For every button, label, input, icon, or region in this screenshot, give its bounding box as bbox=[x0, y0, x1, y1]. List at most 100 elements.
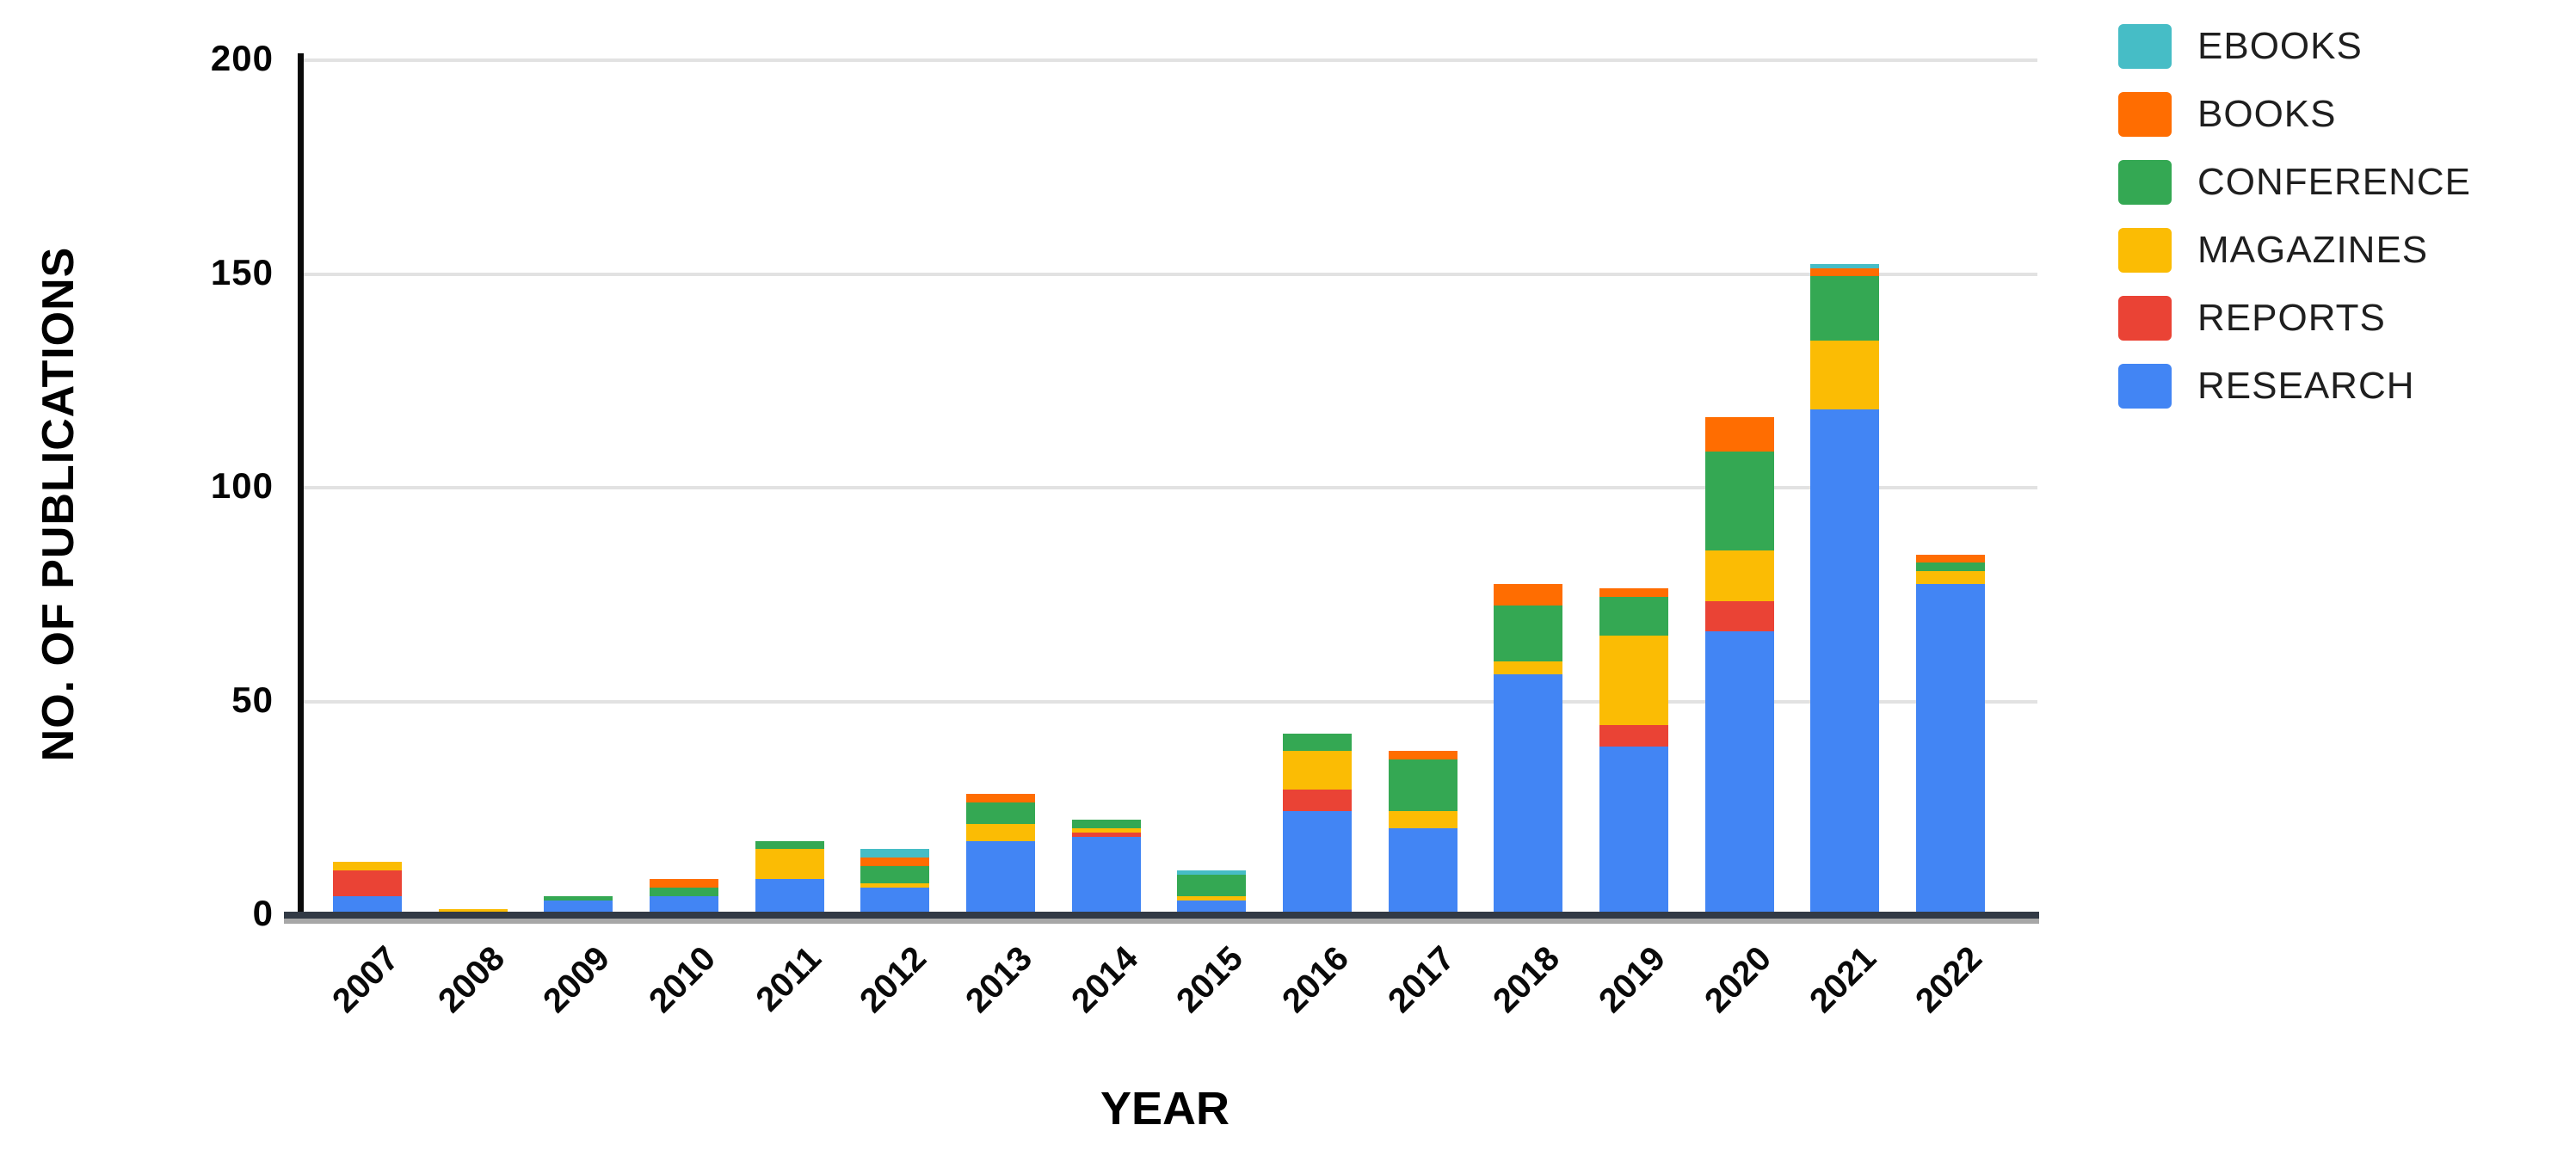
bar-segment-2014-research bbox=[1072, 836, 1141, 913]
bar-segment-2019-magazines bbox=[1599, 635, 1668, 726]
gridline-100 bbox=[298, 486, 2037, 489]
bar-segment-2020-conference bbox=[1705, 452, 1774, 550]
legend-swatch-magazines bbox=[2118, 228, 2172, 273]
x-tick-label-2007: 2007 bbox=[325, 939, 407, 1021]
legend-item-ebooks: EBOOKS bbox=[2118, 24, 2471, 69]
y-tick-label-100: 100 bbox=[210, 465, 274, 506]
bar-segment-2018-research bbox=[1494, 673, 1562, 913]
x-tick-label-2022: 2022 bbox=[1908, 939, 1990, 1021]
x-tick-label-2010: 2010 bbox=[642, 939, 724, 1021]
y-tick-label-0: 0 bbox=[252, 893, 274, 933]
bar-segment-2012-conference bbox=[860, 866, 929, 884]
gridline-50 bbox=[298, 700, 2037, 704]
bar-segment-2010-research bbox=[650, 896, 718, 913]
bar-segment-2015-research bbox=[1177, 901, 1246, 913]
bar-segment-2014-reports bbox=[1072, 832, 1141, 837]
legend-label-reports: REPORTS bbox=[2197, 297, 2386, 339]
bar-segment-2022-research bbox=[1916, 584, 1985, 913]
gridline-150 bbox=[298, 273, 2037, 276]
bar-segment-2007-magazines bbox=[333, 862, 402, 871]
x-tick-label-2008: 2008 bbox=[430, 939, 512, 1021]
legend-item-conference: CONFERENCE bbox=[2118, 160, 2471, 205]
bar-segment-2013-magazines bbox=[966, 823, 1035, 841]
bar-segment-2020-magazines bbox=[1705, 550, 1774, 602]
bar-segment-2021-ebooks bbox=[1810, 263, 1879, 268]
legend-label-conference: CONFERENCE bbox=[2197, 161, 2472, 203]
bar-segment-2012-research bbox=[860, 888, 929, 913]
bar-segment-2018-conference bbox=[1494, 606, 1562, 661]
bar-segment-2022-magazines bbox=[1916, 571, 1985, 585]
bar-segment-2015-magazines bbox=[1177, 896, 1246, 901]
x-tick-label-2014: 2014 bbox=[1063, 939, 1145, 1021]
legend-swatch-reports bbox=[2118, 296, 2172, 341]
bar-segment-2009-research bbox=[544, 901, 613, 913]
bar-segment-2021-research bbox=[1810, 409, 1879, 913]
x-axis-shadow bbox=[284, 919, 2039, 924]
x-tick-label-2013: 2013 bbox=[958, 939, 1040, 1021]
legend-item-magazines: MAGAZINES bbox=[2118, 228, 2471, 273]
y-axis-line bbox=[298, 53, 304, 919]
gridline-200 bbox=[298, 58, 2037, 62]
legend-swatch-books bbox=[2118, 92, 2172, 137]
legend-label-magazines: MAGAZINES bbox=[2197, 229, 2429, 271]
bar-segment-2013-research bbox=[966, 840, 1035, 913]
x-tick-label-2021: 2021 bbox=[1803, 939, 1884, 1021]
bar-segment-2019-research bbox=[1599, 747, 1668, 913]
x-tick-label-2017: 2017 bbox=[1380, 939, 1462, 1021]
x-tick-label-2012: 2012 bbox=[853, 939, 934, 1021]
x-tick-label-2015: 2015 bbox=[1169, 939, 1251, 1021]
bar-segment-2019-reports bbox=[1599, 725, 1668, 747]
bar-segment-2022-books bbox=[1916, 554, 1985, 563]
legend-swatch-research bbox=[2118, 364, 2172, 409]
bar-segment-2017-conference bbox=[1389, 759, 1457, 811]
y-tick-label-150: 150 bbox=[210, 252, 274, 292]
bar-segment-2016-conference bbox=[1283, 734, 1352, 752]
bar-segment-2017-research bbox=[1389, 827, 1457, 913]
x-axis-title: YEAR bbox=[1100, 1083, 1230, 1134]
bar-segment-2019-books bbox=[1599, 588, 1668, 598]
legend-item-books: BOOKS bbox=[2118, 92, 2471, 137]
bar-segment-2016-magazines bbox=[1283, 751, 1352, 790]
bar-segment-2015-ebooks bbox=[1177, 870, 1246, 876]
legend-swatch-ebooks bbox=[2118, 24, 2172, 69]
bar-segment-2013-books bbox=[966, 793, 1035, 802]
bar-segment-2011-conference bbox=[755, 840, 824, 850]
legend-label-ebooks: EBOOKS bbox=[2197, 25, 2363, 67]
x-tick-label-2020: 2020 bbox=[1697, 939, 1778, 1021]
bar-segment-2020-books bbox=[1705, 417, 1774, 452]
bar-segment-2018-magazines bbox=[1494, 661, 1562, 674]
bar-segment-2011-research bbox=[755, 879, 824, 913]
bar-segment-2011-magazines bbox=[755, 849, 824, 880]
bar-segment-2009-conference bbox=[544, 896, 613, 901]
bar-segment-2015-conference bbox=[1177, 875, 1246, 897]
x-tick-label-2009: 2009 bbox=[536, 939, 618, 1021]
x-tick-label-2018: 2018 bbox=[1486, 939, 1568, 1021]
bar-segment-2008-magazines bbox=[439, 909, 508, 913]
bar-segment-2017-books bbox=[1389, 751, 1457, 760]
bar-segment-2012-books bbox=[860, 858, 929, 867]
legend-item-research: RESEARCH bbox=[2118, 364, 2471, 409]
x-tick-label-2019: 2019 bbox=[1592, 939, 1673, 1021]
bar-segment-2020-reports bbox=[1705, 601, 1774, 631]
bar-segment-2012-magazines bbox=[860, 883, 929, 888]
y-tick-label-200: 200 bbox=[210, 38, 274, 78]
bar-segment-2021-books bbox=[1810, 267, 1879, 277]
bar-segment-2012-ebooks bbox=[860, 849, 929, 858]
bar-segment-2021-magazines bbox=[1810, 341, 1879, 409]
bar-segment-2014-conference bbox=[1072, 819, 1141, 828]
legend-label-books: BOOKS bbox=[2197, 93, 2337, 135]
bar-segment-2007-research bbox=[333, 896, 402, 913]
bar-segment-2019-conference bbox=[1599, 597, 1668, 636]
legend: EBOOKS BOOKS CONFERENCE MAGAZINES REPORTS RES… bbox=[2118, 24, 2471, 409]
x-tick-label-2016: 2016 bbox=[1275, 939, 1357, 1021]
legend-swatch-conference bbox=[2118, 160, 2172, 205]
bar-segment-2018-books bbox=[1494, 584, 1562, 606]
bar-segment-2010-books bbox=[650, 879, 718, 888]
bar-segment-2014-magazines bbox=[1072, 827, 1141, 833]
legend-label-research: RESEARCH bbox=[2197, 365, 2415, 407]
bar-segment-2020-research bbox=[1705, 630, 1774, 913]
bar-segment-2016-research bbox=[1283, 810, 1352, 913]
bar-segment-2022-conference bbox=[1916, 562, 1985, 572]
y-tick-label-50: 50 bbox=[231, 679, 274, 720]
